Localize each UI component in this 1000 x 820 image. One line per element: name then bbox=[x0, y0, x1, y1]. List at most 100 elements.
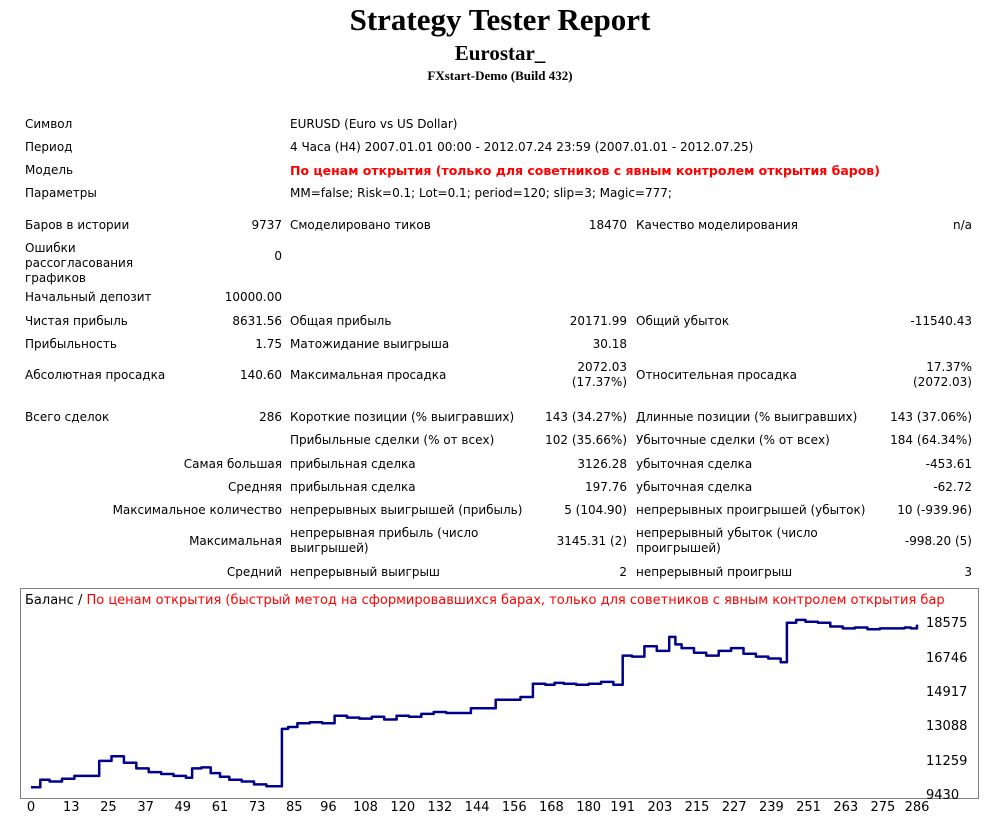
maximal-label: Максимальная bbox=[189, 534, 282, 548]
chart-title-mode: По ценам открытия (быстрый метод на сфор… bbox=[86, 593, 945, 608]
x-tick-label: 0 bbox=[26, 800, 36, 815]
short-positions-label: Короткие позиции (% выигравших) bbox=[290, 410, 515, 424]
short-positions-value: 143 (34.27%) bbox=[545, 410, 627, 424]
period-label: Период bbox=[25, 140, 73, 154]
rel-drawdown-percent: 17.37% bbox=[926, 360, 972, 374]
profit-factor-value: 1.75 bbox=[255, 337, 282, 351]
max-drawdown-value: 2072.03 bbox=[577, 360, 627, 374]
net-profit-label: Чистая прибыль bbox=[25, 314, 128, 328]
x-tick-label: 73 bbox=[248, 800, 266, 815]
gross-loss-value: -11540.43 bbox=[910, 314, 972, 328]
abs-drawdown-value: 140.60 bbox=[240, 368, 282, 382]
long-positions-value: 143 (37.06%) bbox=[890, 410, 972, 424]
average-label: Средняя bbox=[228, 480, 282, 494]
max-drawdown-percent: (17.37%) bbox=[571, 375, 627, 389]
cons-profit-label: непрерывная прибыль (число выигрышей) bbox=[290, 526, 479, 555]
symbol-value: EURUSD (Euro vs US Dollar) bbox=[290, 117, 458, 131]
x-tick-label: 203 bbox=[647, 800, 673, 815]
avg-cons-loss-value: 3 bbox=[964, 565, 972, 579]
deposit-value: 10000.00 bbox=[224, 290, 282, 304]
x-tick-label: 263 bbox=[833, 800, 859, 815]
ticks-label: Смоделировано тиков bbox=[290, 218, 431, 232]
avg-cons-loss-label: непрерывный проигрыш bbox=[636, 565, 793, 579]
errors-label: Ошибки рассогласования графиков bbox=[25, 241, 134, 285]
x-tick-label: 168 bbox=[539, 800, 564, 815]
x-tick-label: 49 bbox=[174, 800, 192, 815]
avg-cons-win-value: 2 bbox=[619, 565, 627, 579]
x-tick-label: 61 bbox=[211, 800, 229, 815]
x-tick-label: 251 bbox=[796, 800, 821, 815]
chart-title: Баланс / По ценам открытия (быстрый мето… bbox=[25, 593, 945, 608]
errors-value: 0 bbox=[274, 249, 282, 263]
expert-name: Eurostar_ bbox=[454, 41, 546, 65]
avg-cons-label: Средний bbox=[226, 565, 282, 579]
avg-loss-label: убыточная сделка bbox=[636, 480, 753, 494]
x-tick-label: 132 bbox=[427, 800, 453, 815]
win-trades-value: 102 (35.66%) bbox=[545, 433, 627, 447]
y-tick-label: 14917 bbox=[926, 684, 968, 700]
abs-drawdown-label: Абсолютная просадка bbox=[25, 368, 166, 382]
x-tick-label: 156 bbox=[501, 800, 527, 815]
y-tick-label: 11259 bbox=[926, 753, 968, 769]
gross-profit-value: 20171.99 bbox=[569, 314, 627, 328]
model-value: По ценам открытия (только для советников… bbox=[290, 163, 880, 178]
net-profit-value: 8631.56 bbox=[232, 314, 282, 328]
gross-loss-label: Общий убыток bbox=[636, 314, 730, 328]
largest-win-label: прибыльная сделка bbox=[290, 457, 416, 471]
loss-trades-label: Убыточные сделки (% от всех) bbox=[636, 433, 830, 447]
largest-loss-value: -453.61 bbox=[925, 457, 972, 471]
x-tick-label: 108 bbox=[353, 800, 378, 815]
x-tick-label: 120 bbox=[390, 800, 416, 815]
quality-value: n/a bbox=[952, 218, 972, 232]
cons-losses-value: 10 (-939.96) bbox=[897, 503, 972, 517]
bars-label: Баров в истории bbox=[25, 218, 130, 232]
max-drawdown-label: Максимальная просадка bbox=[290, 368, 447, 382]
y-tick-label: 16746 bbox=[926, 650, 968, 666]
loss-trades-value: 184 (64.34%) bbox=[890, 433, 972, 447]
x-tick-label: 227 bbox=[721, 800, 747, 815]
x-tick-label: 191 bbox=[610, 800, 636, 815]
x-tick-label: 286 bbox=[904, 800, 930, 815]
total-trades-value: 286 bbox=[259, 410, 282, 424]
gross-profit-label: Общая прибыль bbox=[290, 314, 392, 328]
model-label: Модель bbox=[25, 163, 74, 177]
cons-wins-value: 5 (104.90) bbox=[564, 503, 627, 517]
largest-label: Самая большая bbox=[183, 457, 282, 471]
max-count-label: Максимальное количество bbox=[112, 503, 282, 517]
rel-drawdown-value: (2072.03) bbox=[913, 375, 972, 389]
cons-wins-label: непрерывных выигрышей (прибыль) bbox=[290, 503, 523, 517]
x-tick-label: 96 bbox=[320, 800, 337, 815]
ticks-value: 18470 bbox=[588, 218, 627, 232]
x-tick-label: 275 bbox=[870, 800, 896, 815]
cons-loss-label: непрерывный убыток (число проигрышей) bbox=[636, 526, 818, 555]
bars-value: 9737 bbox=[251, 218, 282, 232]
server-build: FXstart-Demo (Build 432) bbox=[427, 68, 573, 83]
largest-loss-label: убыточная сделка bbox=[636, 457, 753, 471]
profit-factor-label: Прибыльность bbox=[25, 337, 117, 351]
x-tick-label: 239 bbox=[758, 800, 784, 815]
quality-label: Качество моделирования bbox=[636, 218, 798, 232]
rel-drawdown-label: Относительная просадка bbox=[636, 368, 798, 382]
y-tick-label: 9430 bbox=[926, 788, 960, 803]
symbol-label: Символ bbox=[25, 117, 73, 131]
params-value: MM=false; Risk=0.1; Lot=0.1; period=120;… bbox=[290, 186, 672, 200]
cons-profit-value: 3145.31 (2) bbox=[556, 534, 627, 548]
payoff-label: Матожидание выигрыша bbox=[290, 337, 450, 351]
payoff-value: 30.18 bbox=[592, 337, 627, 351]
x-tick-label: 85 bbox=[286, 800, 303, 815]
avg-win-label: прибыльная сделка bbox=[290, 480, 416, 494]
deposit-label: Начальный депозит bbox=[25, 290, 152, 304]
x-tick-label: 144 bbox=[464, 800, 490, 815]
params-label: Параметры bbox=[25, 186, 97, 200]
win-trades-label: Прибыльные сделки (% от всех) bbox=[290, 433, 495, 447]
avg-loss-value: -62.72 bbox=[933, 480, 972, 494]
chart-title-balance: Баланс / bbox=[25, 593, 87, 608]
x-tick-label: 37 bbox=[137, 800, 154, 815]
avg-win-value: 197.76 bbox=[585, 480, 627, 494]
avg-cons-win-label: непрерывный выигрыш bbox=[290, 565, 440, 579]
y-tick-label: 13088 bbox=[926, 719, 968, 735]
x-tick-label: 25 bbox=[100, 800, 117, 815]
cons-losses-label: непрерывных проигрышей (убыток) bbox=[636, 503, 866, 517]
cons-loss-value: -998.20 (5) bbox=[904, 534, 972, 548]
report-title: Strategy Tester Report bbox=[349, 2, 651, 37]
